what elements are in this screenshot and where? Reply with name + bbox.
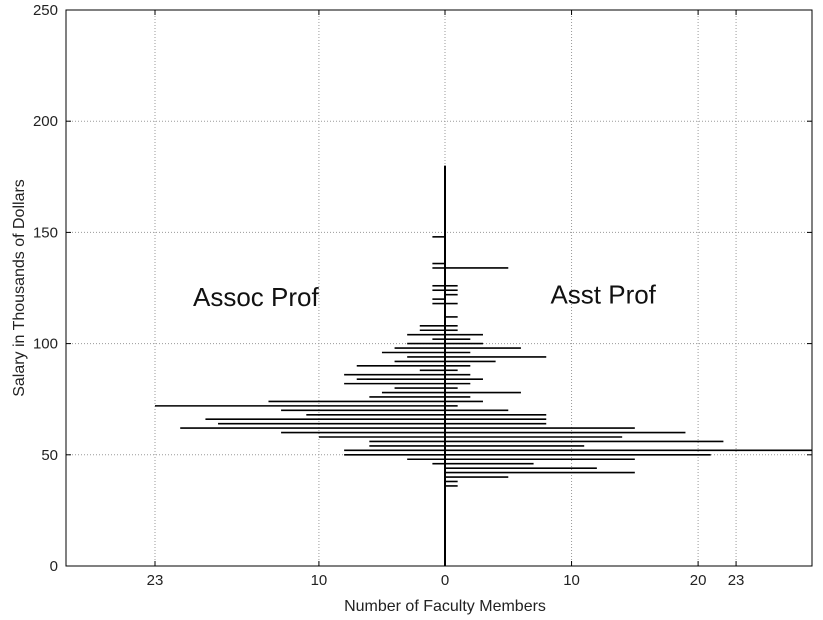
y-tick-label: 100 — [33, 336, 58, 353]
x-axis-label: Number of Faculty Members — [344, 598, 546, 615]
y-tick-label: 250 — [33, 2, 58, 19]
y-axis-ticks: 0 50 100 150 200 250 — [33, 2, 812, 575]
grid — [66, 9, 812, 567]
assoc-prof-series — [155, 236, 445, 465]
x-axis-ticks: 23 10 0 10 20 23 — [147, 10, 745, 589]
x-tick-label: 20 — [690, 572, 707, 589]
annotation-asst-prof: Asst Prof — [550, 280, 656, 310]
y-tick-label: 0 — [50, 558, 58, 575]
x-tick-label: 10 — [311, 572, 328, 589]
plot-frame — [65, 9, 813, 567]
y-tick-label: 150 — [33, 224, 58, 241]
asst-prof-series — [445, 267, 812, 487]
x-tick-label: 23 — [147, 572, 164, 589]
x-tick-label: 0 — [441, 572, 449, 589]
y-tick-label: 50 — [41, 447, 58, 464]
y-axis-label: Salary in Thousands of Dollars — [11, 179, 28, 397]
x-tick-label: 23 — [728, 572, 745, 589]
annotation-assoc-prof: Assoc Prof — [193, 282, 319, 312]
x-tick-label: 10 — [563, 572, 580, 589]
y-tick-label: 200 — [33, 113, 58, 130]
